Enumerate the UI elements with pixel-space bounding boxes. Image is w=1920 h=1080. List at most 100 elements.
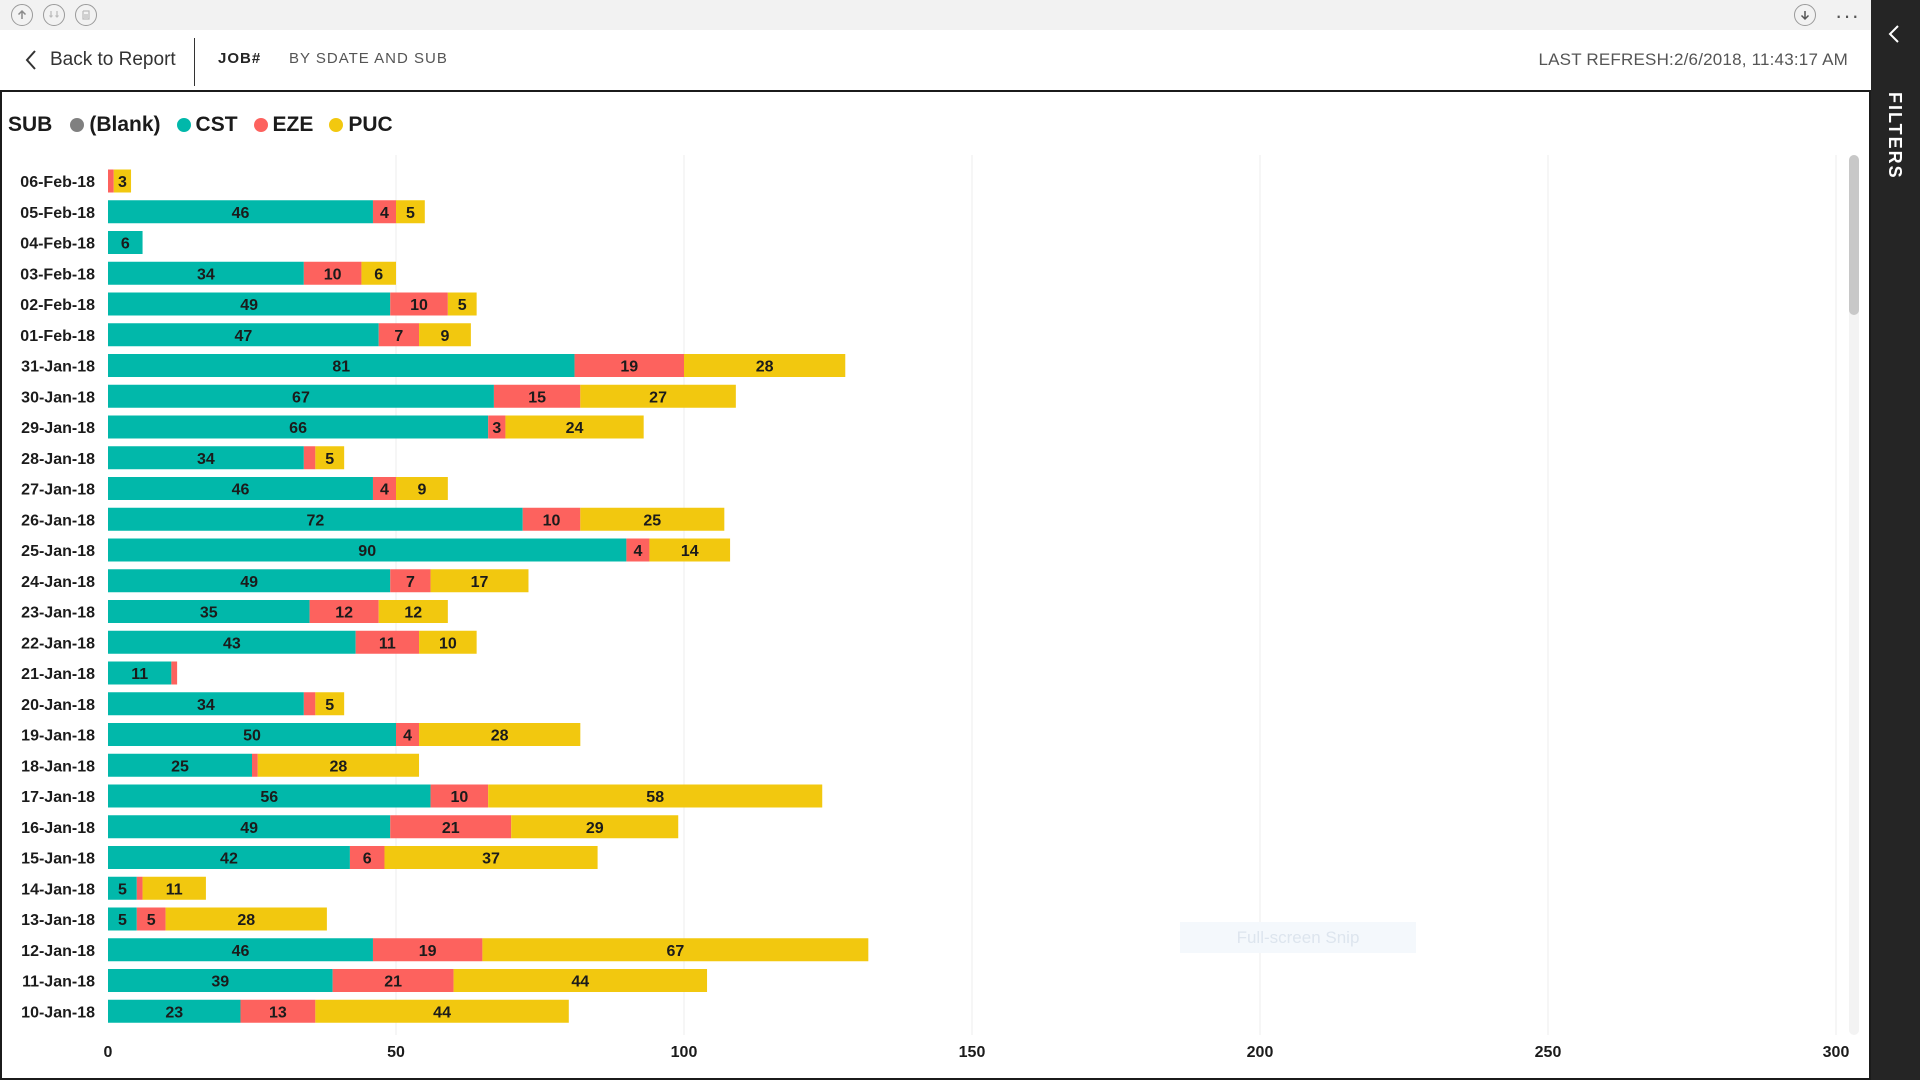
data-label: 5 [147, 912, 156, 929]
legend-item-blank[interactable]: (Blank) [70, 113, 161, 137]
legend-dot-puc [329, 118, 344, 132]
bar-cst [108, 200, 373, 224]
bar-cst [108, 999, 241, 1023]
data-label: 4 [380, 205, 389, 222]
up-arrow-icon[interactable] [11, 4, 33, 26]
data-label: 5 [325, 451, 334, 468]
legend-item-eze[interactable]: EZE [253, 113, 314, 137]
chart-scrollbar-track[interactable] [1849, 155, 1859, 1035]
bar-eze [390, 292, 448, 316]
bar-puc [396, 477, 448, 500]
bar-eze [303, 261, 362, 285]
bar-puc [649, 538, 731, 562]
data-label: 15 [528, 389, 546, 406]
back-label: Back to Report [50, 49, 176, 70]
data-label: 28 [491, 728, 509, 745]
bar-eze [240, 999, 316, 1023]
data-label: 6 [363, 851, 372, 868]
legend-dot-cst [176, 118, 191, 132]
back-to-report-button[interactable]: Back to Report [24, 46, 176, 74]
drill-down-icon[interactable] [43, 4, 65, 26]
y-category-label: 02-Feb-18 [20, 297, 95, 314]
data-label: 28 [756, 359, 774, 376]
bar-cst [108, 446, 304, 470]
data-label: 39 [211, 974, 229, 991]
data-label: 24 [566, 420, 584, 437]
data-label: 4 [380, 482, 389, 499]
bar-eze [390, 569, 431, 593]
expand-icon[interactable] [75, 4, 97, 26]
legend-dot-blank [70, 118, 85, 132]
report-header: Back to Report JOB# BY SDATE AND SUB LAS… [0, 30, 1871, 90]
bar-cst [108, 723, 396, 746]
bar-cst [108, 323, 379, 347]
data-label: 66 [289, 420, 307, 437]
bar-cst [108, 876, 137, 900]
y-category-label: 11-Jan-18 [22, 974, 95, 991]
bar-puc [447, 292, 477, 316]
bar-cst [108, 661, 172, 685]
filters-label: FILTERS [1885, 92, 1905, 180]
data-label: 3 [492, 420, 501, 437]
y-category-label: 12-Jan-18 [21, 943, 95, 960]
y-category-label: 16-Jan-18 [21, 820, 95, 837]
bar-eze [372, 938, 483, 962]
more-icon[interactable]: ··· [1835, 3, 1860, 28]
data-label: 9 [441, 328, 450, 345]
data-label: 43 [223, 635, 241, 652]
bar-cst [108, 753, 252, 777]
bar-cst [108, 815, 391, 839]
bar-eze [574, 354, 684, 377]
bar-puc [511, 815, 679, 839]
bar-puc [580, 384, 736, 408]
y-category-label: 24-Jan-18 [21, 574, 95, 591]
legend-label-puc: PUC [348, 113, 393, 136]
tab-job[interactable]: JOB# [218, 50, 262, 67]
bar-cst [108, 292, 391, 316]
bar-cst [108, 630, 356, 654]
legend-label-eze: EZE [272, 113, 314, 136]
bar-eze [108, 169, 114, 193]
bar-cst [108, 692, 304, 716]
bar-eze [171, 661, 178, 685]
x-tick-label: 150 [959, 1044, 986, 1061]
chart-scrollbar-thumb[interactable] [1849, 155, 1859, 315]
bar-puc [257, 753, 420, 777]
data-label: 47 [234, 328, 252, 345]
tab-by-sdate-and-sub[interactable]: BY SDATE AND SUB [289, 50, 448, 67]
data-label: 12 [404, 605, 422, 622]
y-category-label: 17-Jan-18 [21, 789, 95, 806]
bar-cst [108, 384, 494, 408]
top-toolbar: ··· [0, 0, 1871, 30]
data-label: 10 [439, 635, 457, 652]
data-label: 29 [586, 820, 604, 837]
legend-item-cst[interactable]: CST [176, 113, 238, 137]
data-label: 19 [620, 359, 638, 376]
data-label: 56 [260, 789, 278, 806]
chevron-left-icon[interactable] [1883, 22, 1907, 46]
bar-puc [396, 200, 425, 224]
y-category-label: 22-Jan-18 [21, 635, 95, 652]
data-label: 49 [240, 297, 258, 314]
y-category-label: 15-Jan-18 [21, 851, 95, 868]
filters-pane[interactable]: FILTERS [1871, 0, 1920, 1080]
data-label: 11 [131, 666, 148, 683]
data-label: 35 [200, 605, 218, 622]
data-label: 12 [335, 605, 353, 622]
bar-puc [165, 907, 327, 931]
data-label: 9 [417, 482, 426, 499]
bar-cst [108, 969, 333, 992]
y-category-label: 27-Jan-18 [21, 482, 95, 499]
bar-puc [315, 692, 345, 716]
bar-cst [108, 477, 373, 500]
bar-eze [355, 630, 420, 654]
legend-item-puc[interactable]: PUC [329, 113, 393, 137]
data-label: 21 [384, 974, 402, 991]
download-icon[interactable] [1794, 4, 1816, 26]
data-label: 11 [379, 635, 396, 652]
bar-puc [113, 169, 132, 193]
data-label: 11 [166, 881, 183, 898]
bar-puc [384, 846, 598, 869]
data-label: 10 [450, 789, 468, 806]
